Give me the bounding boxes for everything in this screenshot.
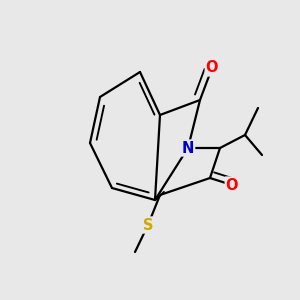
Text: N: N <box>182 140 194 155</box>
Text: S: S <box>143 218 153 232</box>
Text: O: O <box>206 61 218 76</box>
Text: O: O <box>226 178 238 193</box>
